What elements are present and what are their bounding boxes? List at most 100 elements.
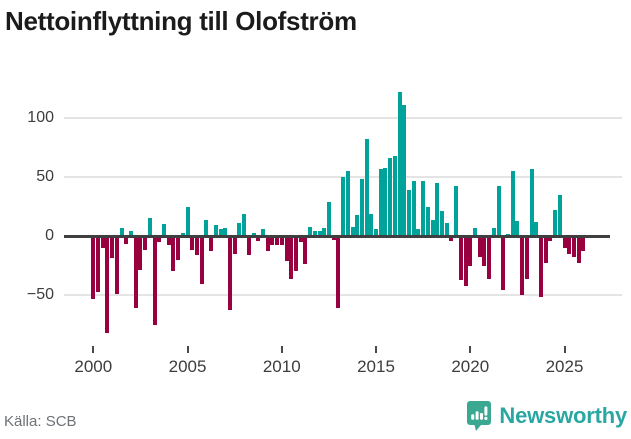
x-tick-label: 2000 (74, 357, 113, 376)
bar-negative (133, 236, 138, 308)
bar-negative (110, 236, 115, 259)
bar-positive (355, 214, 360, 236)
bar-negative (576, 236, 581, 264)
bar-positive (213, 225, 218, 236)
bar-negative (458, 236, 463, 280)
bar-negative (100, 236, 105, 248)
bar-negative (246, 236, 251, 255)
bar-negative (124, 236, 129, 245)
x-tick-label: 2020 (451, 357, 490, 376)
bar-positive (506, 233, 510, 236)
bar-positive (369, 213, 374, 236)
bar-negative (199, 236, 204, 285)
bar-negative (449, 236, 454, 241)
bar-negative (538, 236, 543, 298)
bar-positive (162, 224, 166, 236)
bar-negative (482, 236, 487, 266)
bar-positive (237, 223, 242, 236)
bar-negative (571, 236, 576, 258)
bar-positive (553, 210, 558, 236)
bar-positive (317, 231, 322, 236)
bar-negative (114, 236, 119, 294)
x-tick-label: 2025 (545, 357, 584, 376)
bar-positive (129, 231, 133, 236)
x-tick-mark (469, 346, 472, 353)
y-tick-label: −50 (26, 286, 54, 303)
bar-negative (265, 236, 270, 252)
x-tick-label: 2010 (262, 357, 301, 376)
newsworthy-logo-icon (467, 401, 492, 431)
x-tick-mark (280, 346, 283, 353)
x-tick-label: 2015 (357, 357, 395, 376)
bar-negative (256, 236, 261, 241)
bar-negative (138, 236, 143, 271)
bar-negative (91, 236, 96, 299)
bar-positive (322, 227, 327, 236)
bar-positive (359, 179, 364, 236)
bar-negative (157, 236, 162, 242)
x-tick-mark (375, 346, 378, 353)
bar-negative (190, 236, 195, 251)
bar-positive (180, 232, 185, 236)
bar-positive (444, 223, 449, 236)
bar-positive (260, 228, 265, 236)
bar-negative (293, 236, 298, 272)
bar-negative (171, 236, 176, 272)
y-tick-label: 50 (36, 168, 54, 185)
bar-negative (543, 236, 548, 264)
bar-negative (275, 236, 280, 246)
bar-positive (350, 226, 355, 236)
bar-positive (510, 171, 515, 236)
bar-negative (303, 236, 308, 265)
gridline--50 (64, 294, 622, 296)
bar-negative (152, 236, 157, 325)
bar-positive (430, 219, 435, 236)
bar-positive (223, 227, 228, 236)
gridline-100 (64, 117, 622, 119)
bar-positive (374, 228, 378, 236)
bar-positive (496, 186, 501, 236)
bar-negative (176, 236, 181, 260)
bar-positive (534, 221, 539, 236)
bar-positive (425, 206, 430, 236)
bar-negative (463, 236, 468, 286)
bar-positive (218, 228, 223, 236)
bar-negative (548, 236, 553, 241)
bar-positive (378, 168, 383, 236)
bar-positive (473, 227, 477, 236)
bar-positive (251, 232, 256, 236)
bar-negative (581, 236, 586, 252)
bar-negative (289, 236, 294, 279)
bar-positive (402, 105, 407, 236)
bar-positive (388, 158, 393, 236)
bar-positive (364, 139, 369, 236)
bar-positive (204, 219, 209, 236)
newsworthy-logo[interactable]: Newsworthy (467, 400, 627, 432)
bar-negative (562, 236, 567, 248)
bar-negative (209, 236, 214, 252)
bar-positive (308, 226, 313, 236)
bar-negative (195, 236, 199, 255)
bar-negative (468, 236, 473, 266)
bar-positive (345, 171, 350, 236)
zero-axis-line (64, 235, 610, 238)
bar-negative (143, 236, 148, 251)
bar-negative (567, 236, 572, 254)
bar-positive (119, 227, 124, 236)
bar-positive (392, 155, 397, 236)
x-tick-mark (92, 346, 95, 353)
newsworthy-wordmark: Newsworthy (499, 403, 627, 428)
bar-negative (96, 236, 100, 292)
bar-positive (185, 206, 190, 236)
bar-positive (242, 213, 247, 236)
y-tick-label: 100 (27, 109, 54, 126)
bar-positive (529, 168, 534, 236)
x-tick-mark (186, 346, 189, 353)
bar-positive (407, 190, 411, 236)
bar-negative (232, 236, 237, 254)
bar-positive (341, 177, 345, 236)
bar-positive (147, 218, 152, 236)
bar-negative (520, 236, 525, 295)
bar-positive (491, 227, 496, 236)
chart-title: Nettoinflyttning till Olofström (5, 6, 357, 36)
